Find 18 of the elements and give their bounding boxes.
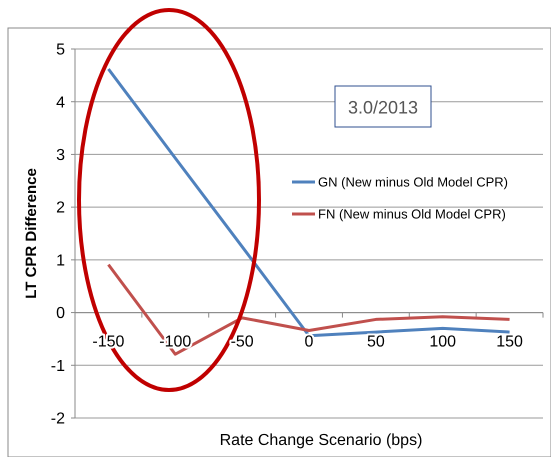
x-tick-label: 0: [304, 334, 314, 351]
y-tick-label: 1: [56, 252, 66, 270]
legend-label: FN (New minus Old Model CPR): [318, 206, 506, 222]
x-tick-label: -50: [230, 334, 254, 351]
x-tick-label: 50: [366, 334, 385, 351]
y-tick-label: 0: [56, 305, 66, 322]
y-tick-label: 3: [56, 147, 66, 164]
legend-label: GN (New minus Old Model CPR): [318, 174, 508, 190]
y-tick-label: -1: [50, 358, 66, 375]
y-tick-label: 5: [56, 42, 66, 59]
y-tick-label: 2: [56, 200, 66, 217]
y-axis-title: LT CPR Difference: [23, 168, 40, 299]
x-tick-label: 100: [429, 334, 456, 351]
x-tick-label: 150: [496, 334, 524, 351]
y-tick-label: 4: [56, 94, 66, 112]
y-tick-label: -2: [50, 410, 66, 428]
annotation: 3.0/2013: [348, 97, 418, 118]
x-axis-title: Rate Change Scenario (bps): [220, 432, 422, 449]
